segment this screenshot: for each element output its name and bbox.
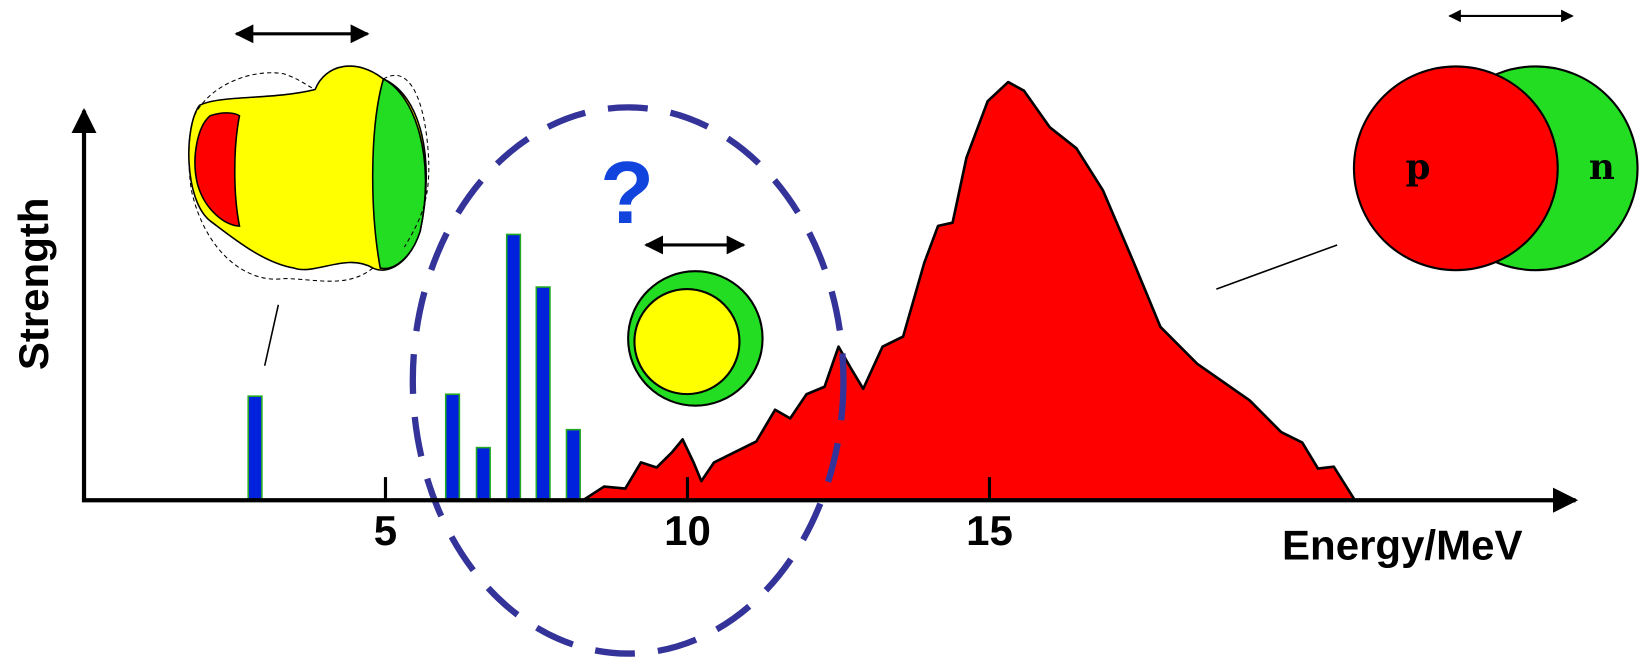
bar: [247, 395, 263, 502]
proton-sphere: [1352, 65, 1559, 272]
pointer-line: [1216, 244, 1338, 290]
x-axis-label: Energy/MeV: [1282, 522, 1522, 569]
pointer-line: [263, 304, 280, 366]
bar: [444, 393, 461, 502]
bar: [565, 428, 581, 502]
x-tick-label: 10: [664, 507, 711, 554]
bar: [505, 233, 522, 502]
deformed-nucleus: [188, 65, 430, 282]
x-tick-label: 15: [966, 507, 1013, 554]
dashed-ellipse: [409, 104, 847, 657]
proton-label: p: [1406, 146, 1431, 188]
bar: [535, 286, 551, 502]
bar: [475, 446, 491, 502]
x-tick-label: 5: [374, 507, 397, 554]
question-mark: ?: [600, 143, 654, 242]
area: [581, 80, 1357, 502]
y-axis-label: Strength: [10, 198, 57, 371]
neutron-label: n: [1589, 146, 1615, 188]
core: [633, 288, 741, 396]
